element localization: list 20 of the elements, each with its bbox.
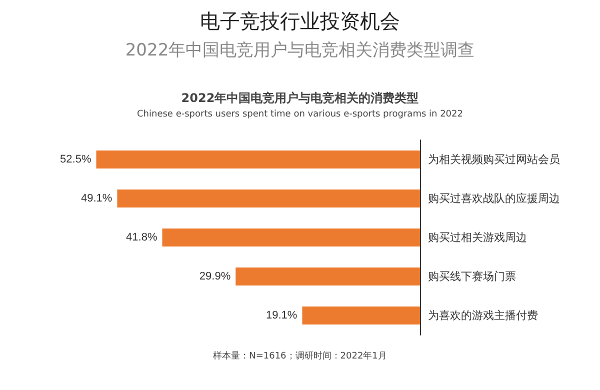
bar [162,228,420,246]
chart-subtitle: 2022年中国电竞用户与电竞相关消费类型调查 [125,40,475,60]
bar [117,190,420,208]
bar [236,268,420,286]
text: 2022年中国电竞用户与电竞相关的消费类型 [181,91,419,105]
text: Chinese e-sports users spent time on various e-sports programs in 2022 [137,110,463,120]
y-tick-label: 为喜欢的游戏主播付费 [428,309,538,322]
data-label: 49.1% [81,192,112,204]
y-tick-label: 购买线下赛场门票 [428,270,516,283]
chart-title: 电子竞技行业投资机会 [200,9,400,33]
text: 样本量：N=1616；调研时间：2022年1月 [213,350,387,362]
y-tick-label: 购买过喜欢战队的应援周边 [428,192,560,205]
y-tick-label: 为相关视频购买过网站会员 [428,153,560,166]
y-tick-label: 购买过相关游戏周边 [428,231,527,244]
data-label: 19.1% [266,310,298,322]
data-label: 41.8% [126,232,158,244]
data-label: 52.5% [60,154,92,166]
data-label: 29.9% [199,270,231,282]
bar [96,150,420,168]
bar [302,306,420,324]
